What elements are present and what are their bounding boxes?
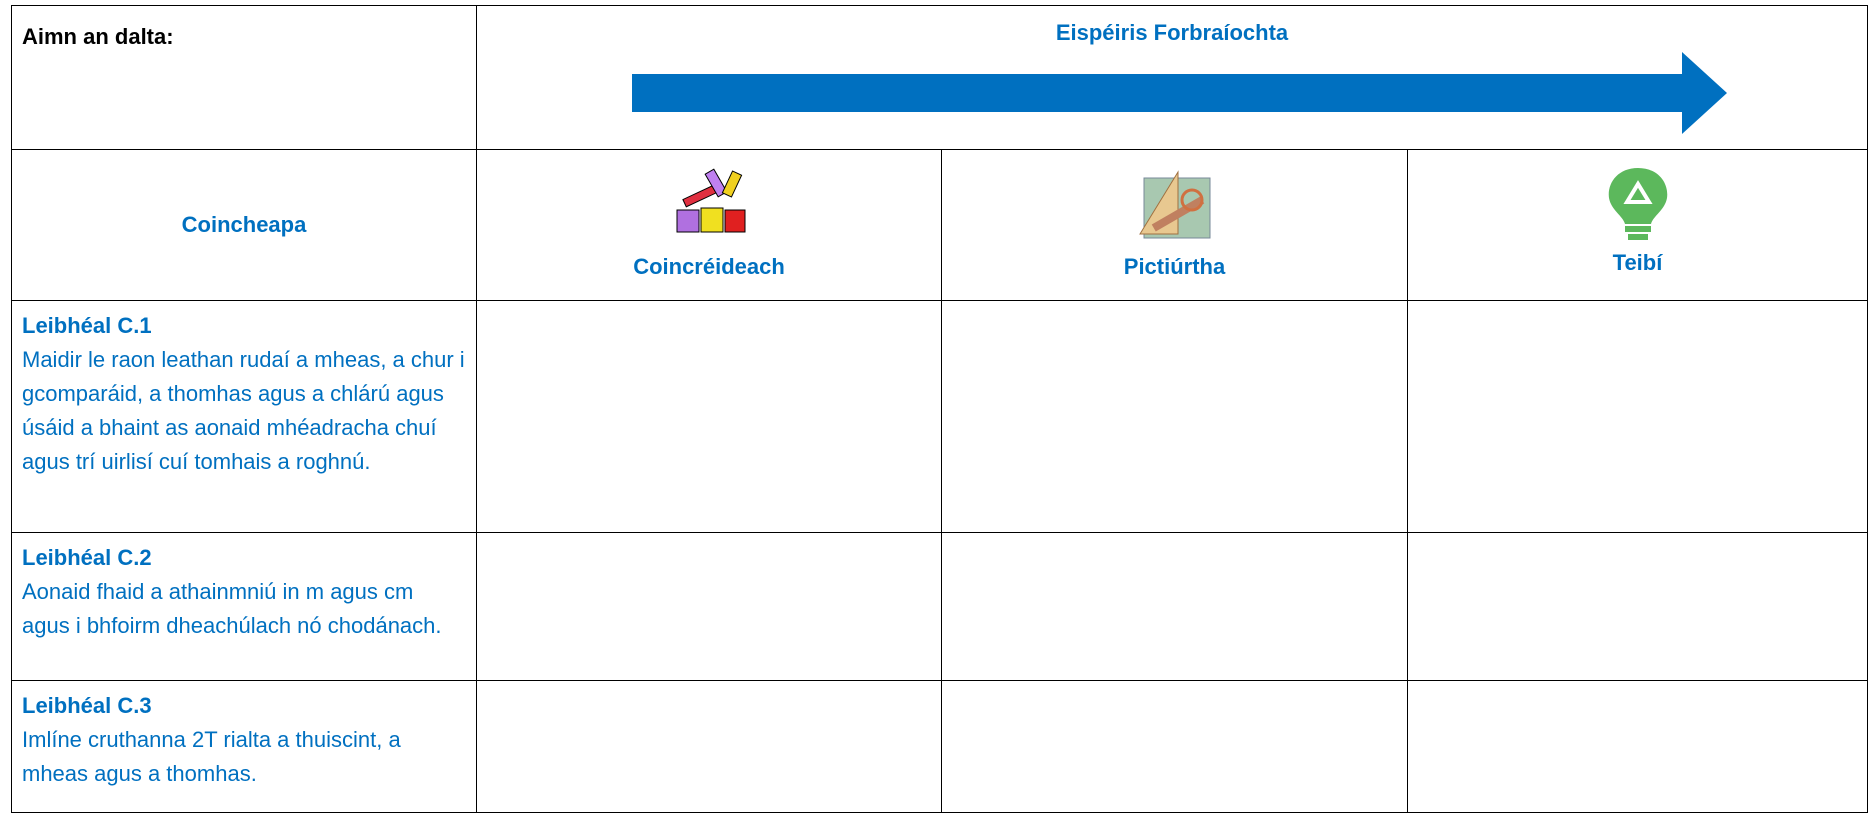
column-header: Coincréideach <box>633 254 785 279</box>
level-title: Leibhéal C.3 <box>22 693 152 718</box>
empty-cell <box>941 680 1408 813</box>
column-header: Pictiúrtha <box>1123 254 1226 279</box>
progression-label: Eispéiris Forbraíochta <box>1055 20 1289 45</box>
empty-cell <box>1407 532 1868 681</box>
column-header-cell: Teibí <box>1407 149 1868 301</box>
column-header-cell: Pictiúrtha <box>941 149 1408 301</box>
column-header: Teibí <box>1612 250 1663 275</box>
level-title: Leibhéal C.2 <box>22 545 152 570</box>
empty-cell <box>476 300 942 533</box>
level-row: Leibhéal C.1 Maidir le raon leathan rudaí… <box>11 300 1868 533</box>
level-description: Aonaid fhaid a athainmniú in m agus cm a… <box>22 579 442 638</box>
level-row: Leibhéal C.3 Imlíne cruthanna 2T rialta a… <box>11 680 1868 813</box>
empty-cell <box>1407 300 1868 533</box>
header-row: Coincheapa Coincréideach Pictiúrtha <box>11 149 1868 301</box>
empty-cell <box>1407 680 1868 813</box>
arrow-shape <box>632 52 1727 134</box>
column-header-cell: Coincréideach <box>476 149 942 301</box>
level-row: Leibhéal C.2 Aonaid fhaid a athainmniú in… <box>11 532 1868 681</box>
level-cell: Leibhéal C.3 Imlíne cruthanna 2T rialta a… <box>11 680 477 813</box>
level-title: Leibhéal C.1 <box>22 313 152 338</box>
blocks-icon <box>676 168 746 233</box>
empty-cell <box>476 532 942 681</box>
arrow <box>632 52 1727 134</box>
empty-cell <box>476 680 942 813</box>
progression-table: Aimn an dalta: Eispéiris Forbraíochta Co… <box>11 5 1868 813</box>
level-description: Maidir le raon leathan rudaí a mheas, a … <box>22 347 465 474</box>
geometry-icon <box>1138 170 1210 239</box>
student-name-label: Aimn an dalta: <box>11 5 477 150</box>
column-header: Coincheapa <box>11 149 477 301</box>
top-row: Aimn an dalta: Eispéiris Forbraíochta <box>11 5 1868 150</box>
empty-cell <box>941 532 1408 681</box>
empty-cell <box>941 300 1408 533</box>
bulb-icon <box>1608 168 1667 240</box>
progression-cell: Eispéiris Forbraíochta <box>476 5 1868 150</box>
level-cell: Leibhéal C.1 Maidir le raon leathan rudaí… <box>11 300 477 533</box>
level-cell: Leibhéal C.2 Aonaid fhaid a athainmniú in… <box>11 532 477 681</box>
level-description: Imlíne cruthanna 2T rialta a thuiscint, … <box>22 727 401 786</box>
